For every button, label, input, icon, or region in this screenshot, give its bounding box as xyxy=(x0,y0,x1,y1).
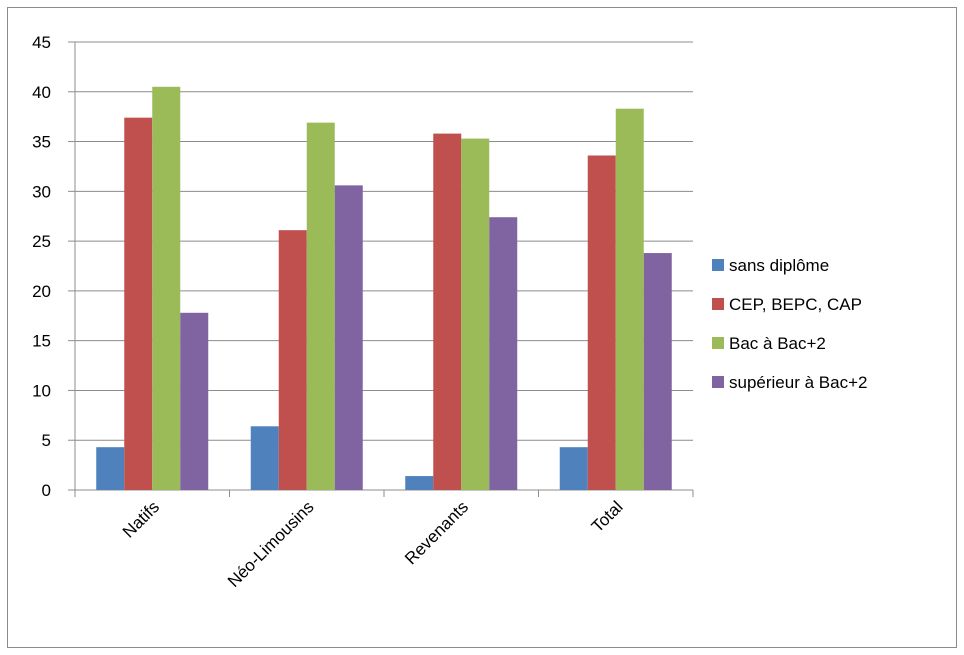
y-tick-label: 15 xyxy=(32,332,51,351)
x-category-label: Revenants xyxy=(401,497,472,568)
y-tick-label: 35 xyxy=(32,133,51,152)
legend-swatch xyxy=(712,337,724,349)
y-tick-label: 0 xyxy=(42,481,51,500)
bar-cep-bepc-cap-total xyxy=(587,155,616,490)
legend-swatch xyxy=(712,298,724,310)
bar-bac-bac-2-natifs xyxy=(152,86,181,491)
x-category-label: Total xyxy=(588,497,627,536)
bar-sans-dipl-me-natifs xyxy=(96,447,125,490)
legend-swatch xyxy=(712,376,724,388)
y-tick-label: 25 xyxy=(32,232,51,251)
bar-bac-bac-2-n-o-limousins xyxy=(306,122,335,490)
x-category-label: Néo-Limousins xyxy=(224,497,318,591)
bar-sup-rieur-bac-2-total xyxy=(643,253,672,490)
bar-cep-bepc-cap-n-o-limousins xyxy=(278,230,307,490)
legend-label: supérieur à Bac+2 xyxy=(729,373,867,392)
bar-sans-dipl-me-revenants xyxy=(405,476,434,490)
bar-sup-rieur-bac-2-natifs xyxy=(180,312,209,490)
bar-cep-bepc-cap-revenants xyxy=(433,133,462,490)
y-tick-label: 20 xyxy=(32,282,51,301)
y-tick-label: 10 xyxy=(32,381,51,400)
legend-label: Bac à Bac+2 xyxy=(729,334,826,353)
x-category-label: Natifs xyxy=(119,497,163,541)
bar-cep-bepc-cap-natifs xyxy=(124,117,153,490)
bar-bac-bac-2-revenants xyxy=(461,138,490,490)
bar-sans-dipl-me-n-o-limousins xyxy=(250,426,279,490)
y-tick-label: 45 xyxy=(32,33,51,52)
y-tick-label: 30 xyxy=(32,182,51,201)
y-tick-label: 5 xyxy=(42,431,51,450)
legend-swatch xyxy=(712,259,724,271)
bar-sup-rieur-bac-2-n-o-limousins xyxy=(334,185,363,491)
legend-label: CEP, BEPC, CAP xyxy=(729,295,862,314)
bar-sup-rieur-bac-2-revenants xyxy=(489,217,518,490)
y-tick-label: 40 xyxy=(32,83,51,102)
bar-sans-dipl-me-total xyxy=(559,447,588,490)
bar-bac-bac-2-total xyxy=(615,108,644,491)
legend-label: sans diplôme xyxy=(729,256,829,275)
